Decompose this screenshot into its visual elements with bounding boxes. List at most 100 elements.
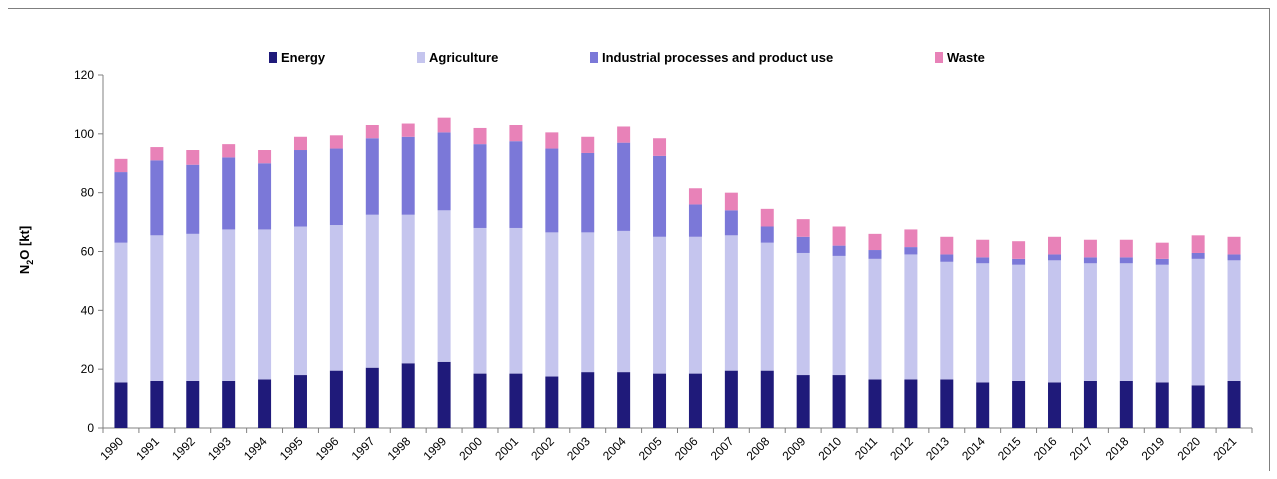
bar-segment-industrial-1990: [114, 172, 128, 243]
bar-segment-industrial-2016: [1048, 254, 1062, 261]
y-tick-label: 60: [81, 245, 95, 259]
bar-segment-industrial-1992: [186, 164, 200, 234]
bar-segment-energy-2006: [688, 373, 702, 428]
bar-segment-agriculture-2006: [688, 236, 702, 374]
bar-segment-agriculture-1997: [365, 214, 379, 368]
bar-segment-waste-2009: [796, 219, 810, 237]
legend-swatch-industrial: [590, 52, 598, 63]
x-tick-label: 2021: [1210, 434, 1239, 463]
x-tick-label: 2018: [1103, 434, 1132, 463]
bar-segment-waste-2000: [473, 127, 487, 145]
bar-segment-waste-2012: [904, 229, 918, 248]
bar-segment-waste-1997: [365, 125, 379, 139]
bar-segment-agriculture-2015: [1012, 264, 1026, 381]
x-tick-label: 2003: [564, 434, 593, 463]
bar-segment-waste-2011: [868, 233, 882, 251]
x-tick-label: 1994: [241, 434, 270, 463]
x-tick-label: 2001: [492, 434, 521, 463]
bar-segment-energy-2005: [653, 373, 667, 428]
bar-segment-agriculture-2010: [832, 255, 846, 376]
bar-segment-agriculture-2018: [1119, 263, 1133, 381]
bar-segment-industrial-2017: [1083, 257, 1097, 264]
bar-segment-energy-1995: [293, 375, 307, 428]
x-tick-label: 2011: [852, 434, 880, 462]
bar-segment-agriculture-2011: [868, 258, 882, 380]
bar-segment-waste-2007: [724, 192, 738, 211]
bar-segment-waste-2015: [1012, 241, 1026, 259]
bar-segment-energy-2014: [976, 382, 990, 428]
bar-segment-agriculture-1998: [401, 214, 415, 364]
bar-segment-energy-1992: [186, 380, 200, 428]
bar-segment-waste-2010: [832, 226, 846, 246]
bar-segment-agriculture-2014: [976, 263, 990, 383]
x-tick-label: 2020: [1174, 434, 1203, 463]
bar-segment-agriculture-1993: [222, 229, 236, 381]
x-tick-label: 2015: [995, 434, 1024, 463]
bar-segment-industrial-2013: [940, 254, 954, 262]
bar-segment-energy-2008: [760, 370, 774, 428]
bar-segment-agriculture-2009: [796, 252, 810, 376]
bar-segment-waste-2006: [688, 188, 702, 205]
bar-segment-energy-2020: [1191, 385, 1205, 428]
bar-segment-agriculture-1994: [258, 229, 272, 380]
legend-item-agriculture: Agriculture: [417, 50, 498, 65]
bar-segment-industrial-1996: [329, 148, 343, 226]
x-tick-label: 1990: [97, 434, 126, 463]
x-tick-label: 1995: [277, 434, 306, 463]
y-tick-label: 120: [74, 68, 94, 82]
bar-segment-agriculture-1996: [329, 225, 343, 371]
bar-segment-agriculture-1992: [186, 233, 200, 381]
x-tick-label: 2017: [1067, 434, 1096, 463]
bar-segment-energy-2007: [724, 370, 738, 428]
bar-segment-industrial-2005: [653, 155, 667, 237]
bar-segment-agriculture-2002: [545, 232, 559, 377]
y-tick-label: 100: [74, 127, 94, 141]
legend-swatch-waste: [935, 52, 943, 63]
bar-segment-waste-2004: [617, 126, 631, 143]
bar-segment-agriculture-2013: [940, 261, 954, 380]
bar-segment-agriculture-1990: [114, 242, 128, 383]
bar-segment-waste-1998: [401, 123, 415, 137]
bar-segment-waste-1991: [150, 147, 164, 161]
bar-segment-agriculture-2001: [509, 227, 523, 374]
bar-segment-agriculture-2000: [473, 227, 487, 374]
bar-segment-energy-2018: [1119, 380, 1133, 428]
bar-segment-industrial-2009: [796, 236, 810, 253]
bar-segment-energy-2013: [940, 379, 954, 428]
bar-segment-waste-2002: [545, 132, 559, 149]
bar-segment-energy-1994: [258, 379, 272, 428]
legend-label-energy: Energy: [281, 50, 326, 65]
x-tick-label: 1999: [420, 434, 449, 463]
bar-segment-industrial-1999: [437, 132, 451, 211]
bar-segment-industrial-1997: [365, 138, 379, 215]
bar-segment-energy-2012: [904, 379, 918, 428]
x-tick-label: 2009: [780, 434, 809, 463]
bar-segment-energy-1999: [437, 361, 451, 428]
bar-segment-energy-2003: [581, 372, 595, 428]
bar-segment-waste-2013: [940, 236, 954, 255]
bar-segment-industrial-2018: [1119, 257, 1133, 264]
bar-segment-agriculture-2020: [1191, 258, 1205, 386]
bar-segment-agriculture-1999: [437, 210, 451, 362]
bar-segment-industrial-2012: [904, 247, 918, 255]
legend-label-waste: Waste: [947, 50, 985, 65]
bar-segment-energy-1996: [329, 370, 343, 428]
y-tick-label: 20: [81, 362, 95, 376]
bar-segment-waste-2014: [976, 239, 990, 258]
legend-swatch-agriculture: [417, 52, 425, 63]
bar-segment-industrial-1998: [401, 136, 415, 215]
bar-segment-agriculture-2016: [1048, 260, 1062, 383]
bar-segment-industrial-2021: [1227, 254, 1241, 261]
legend-item-waste: Waste: [935, 50, 985, 65]
bar-segment-energy-1997: [365, 367, 379, 428]
x-tick-label: 2010: [815, 434, 844, 463]
bar-segment-waste-2021: [1227, 236, 1241, 255]
bar-segment-waste-2019: [1155, 242, 1169, 259]
bar-segment-agriculture-2007: [724, 235, 738, 371]
bar-segment-industrial-1994: [258, 163, 272, 230]
bar-segment-industrial-2015: [1012, 258, 1026, 265]
bar-segment-waste-1992: [186, 150, 200, 165]
x-tick-label: 2013: [923, 434, 952, 463]
x-tick-label: 1998: [385, 434, 414, 463]
x-tick-label: 1991: [133, 434, 162, 463]
